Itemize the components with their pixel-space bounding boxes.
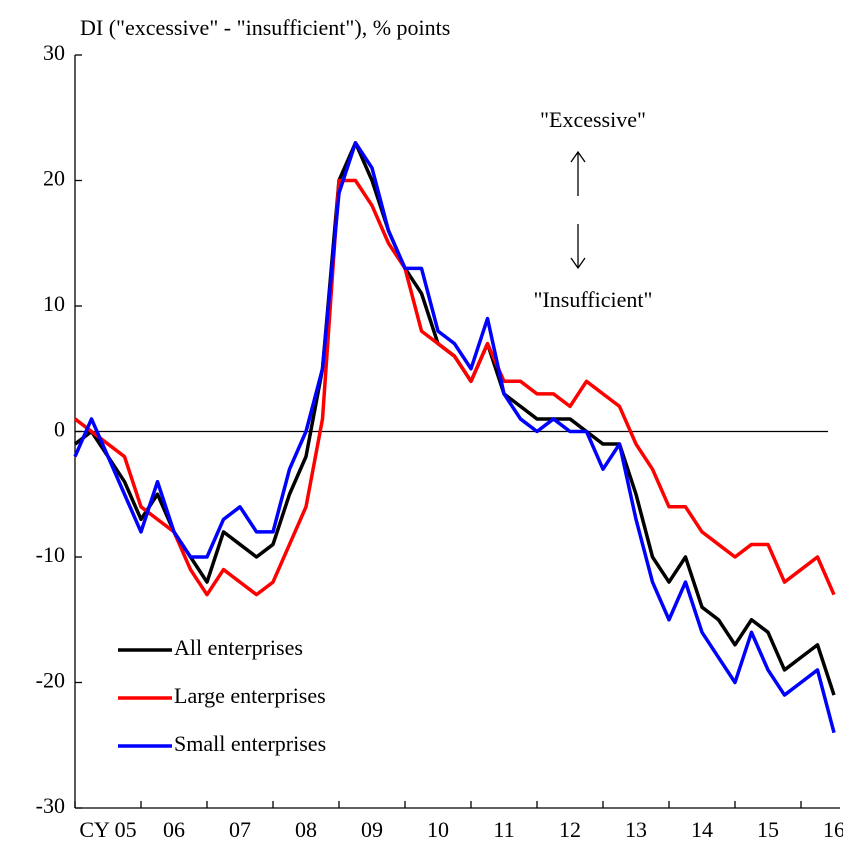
- y-tick-label: 20: [43, 166, 65, 191]
- x-tick-label: 07: [229, 817, 251, 842]
- x-tick-label: 12: [559, 817, 581, 842]
- x-tick-label: 09: [361, 817, 383, 842]
- y-tick-label: 30: [43, 40, 65, 65]
- x-tick-label: 06: [163, 817, 185, 842]
- x-tick-label: 15: [757, 817, 779, 842]
- x-tick-label: 08: [295, 817, 317, 842]
- y-axis-label: DI ("excessive" - "insufficient"), % poi…: [80, 15, 450, 40]
- y-tick-label: 0: [54, 417, 65, 442]
- y-tick-label: -10: [36, 542, 65, 567]
- series-line: [73, 141, 836, 734]
- series-line: [73, 178, 836, 597]
- y-tick-label: -30: [36, 793, 65, 818]
- x-tick-label: 11: [493, 817, 514, 842]
- x-tick-label: CY 05: [79, 817, 136, 842]
- x-tick-label: 14: [691, 817, 713, 842]
- annotation: "Excessive": [540, 107, 646, 132]
- x-tick-label: 10: [427, 817, 449, 842]
- x-tick-label: 13: [625, 817, 647, 842]
- legend-label: All enterprises: [174, 635, 303, 660]
- annotation: "Insufficient": [534, 287, 653, 312]
- arrow-up: [570, 150, 586, 196]
- legend-label: Small enterprises: [174, 731, 326, 756]
- x-tick-label: 16: [823, 817, 843, 842]
- series-line: [73, 141, 836, 696]
- legend-label: Large enterprises: [174, 683, 326, 708]
- arrow-down: [570, 224, 586, 270]
- y-tick-label: -20: [36, 668, 65, 693]
- y-tick-label: 10: [43, 291, 65, 316]
